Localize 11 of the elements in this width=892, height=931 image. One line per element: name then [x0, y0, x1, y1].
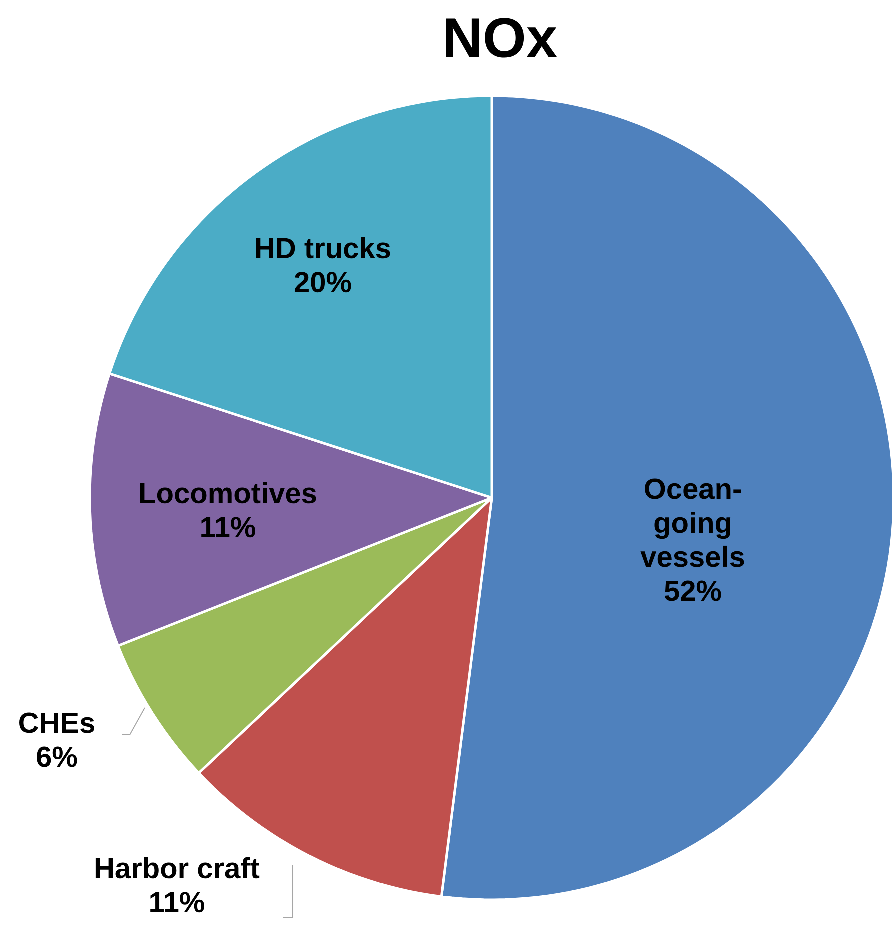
- data-label: 52%: [664, 580, 722, 602]
- slice-label: CHEs: [20, 712, 94, 734]
- data-label: 11%: [202, 517, 256, 538]
- data-label: 6%: [37, 746, 78, 768]
- chart-title: NOx: [446, 18, 558, 58]
- slice-label: HD trucks: [256, 237, 390, 259]
- data-label: 20%: [294, 272, 352, 293]
- slice-label: Locomotives: [140, 482, 316, 504]
- slice-label: Harbor craft: [96, 857, 260, 879]
- data-label: 11%: [150, 892, 204, 913]
- slice-label: Ocean-going vessels: [640, 478, 744, 568]
